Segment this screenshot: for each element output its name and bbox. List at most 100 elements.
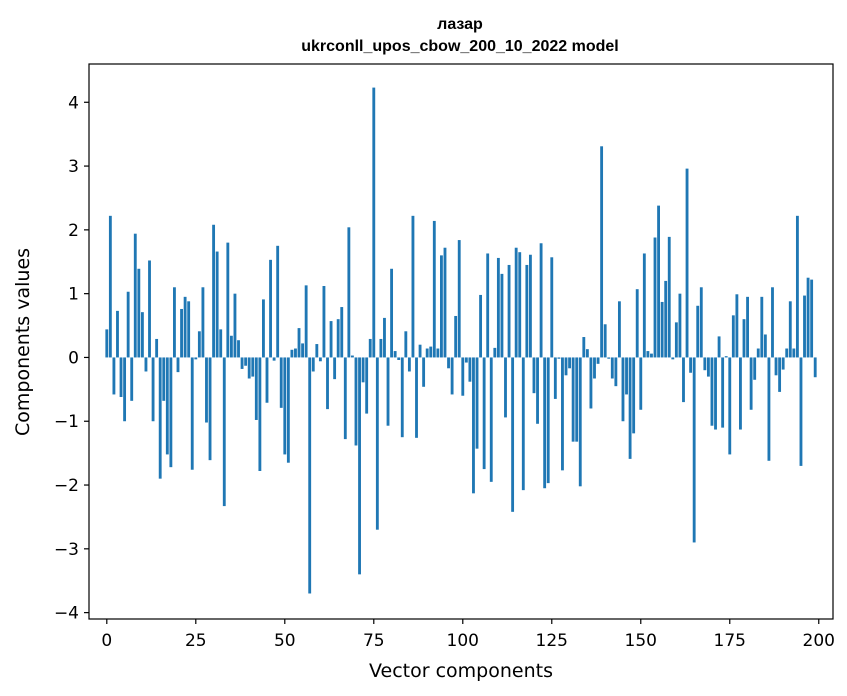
bar-component-162 [682, 357, 685, 403]
bar-component-28 [205, 357, 208, 423]
bar-component-56 [304, 285, 308, 358]
bar-component-174 [724, 356, 728, 358]
bar-component-180 [746, 296, 749, 358]
bar-component-70 [354, 357, 358, 446]
bar-component-43 [258, 357, 262, 471]
bar-component-148 [632, 357, 636, 434]
bar-component-18 [169, 357, 173, 468]
x-tick-label: 175 [714, 631, 746, 651]
bar-component-147 [628, 357, 632, 459]
bar-component-95 [443, 247, 447, 358]
bar-component-105 [479, 294, 483, 358]
x-tick-label: 100 [447, 631, 479, 651]
bar-component-146 [625, 357, 628, 395]
bar-component-1 [108, 215, 112, 358]
bar-component-126 [553, 357, 557, 399]
bar-component-175 [728, 357, 732, 455]
bar-component-163 [685, 168, 689, 358]
bar-component-104 [475, 357, 479, 449]
bar-component-64 [333, 357, 337, 380]
bar-component-54 [297, 328, 301, 358]
bar-component-57 [308, 357, 312, 594]
bar-component-87 [415, 357, 418, 438]
bar-component-78 [383, 317, 386, 358]
bar-component-47 [272, 357, 276, 361]
bar-component-13 [151, 357, 155, 422]
bar-component-99 [457, 240, 461, 358]
bar-component-137 [593, 357, 596, 379]
bar-component-53 [294, 348, 297, 358]
bar-component-197 [806, 277, 810, 358]
bar-component-136 [589, 357, 593, 409]
bar-component-172 [717, 336, 721, 358]
bar-component-168 [703, 357, 707, 371]
y-tick-label: 0 [68, 348, 79, 368]
bar-component-100 [461, 357, 465, 396]
bar-component-75 [372, 87, 376, 358]
bar-component-193 [792, 348, 796, 358]
bar-component-111 [500, 273, 504, 358]
bar-component-93 [436, 348, 440, 358]
bar-component-165 [692, 357, 696, 543]
bar-component-169 [706, 357, 710, 377]
plot-frame [88, 63, 834, 620]
bar-component-121 [536, 357, 539, 424]
y-tick-label: 2 [68, 221, 79, 241]
bar-component-79 [386, 357, 390, 426]
bar-component-98 [454, 315, 458, 358]
bar-component-145 [621, 357, 625, 422]
bar-component-31 [215, 251, 219, 358]
bar-component-159 [671, 357, 675, 360]
bar-component-27 [201, 287, 205, 358]
bar-component-51 [286, 357, 290, 463]
bar-component-20 [176, 357, 180, 373]
bar-component-91 [429, 346, 433, 358]
bar-component-11 [144, 357, 148, 372]
bar-component-185 [763, 334, 767, 358]
bars-group [105, 87, 817, 594]
bar-component-5 [123, 357, 127, 422]
bar-component-39 [244, 357, 248, 366]
bar-component-194 [795, 215, 799, 358]
bar-component-103 [472, 357, 475, 494]
bar-component-108 [489, 357, 493, 482]
bar-component-107 [486, 253, 490, 358]
bar-component-30 [212, 224, 216, 358]
bar-component-86 [411, 215, 415, 358]
chart-subtitle: ukrconll_upos_cbow_200_10_2022 model [301, 38, 618, 55]
bar-component-171 [714, 357, 717, 430]
bar-component-198 [810, 279, 814, 358]
bar-component-92 [432, 220, 436, 358]
bar-component-23 [187, 301, 191, 358]
bar-component-141 [607, 357, 611, 359]
bar-component-125 [550, 257, 554, 358]
bar-component-67 [343, 357, 347, 440]
bar-component-0 [105, 329, 109, 358]
bar-component-189 [778, 357, 782, 392]
bar-component-139 [600, 146, 604, 358]
bar-component-58 [311, 357, 315, 372]
bar-component-191 [785, 348, 789, 358]
bar-component-45 [265, 357, 269, 403]
bar-component-73 [365, 357, 369, 414]
bar-component-83 [400, 357, 404, 438]
bar-component-94 [440, 255, 443, 358]
bar-component-181 [749, 357, 753, 410]
bar-component-164 [689, 357, 693, 373]
bar-component-59 [315, 344, 319, 358]
bar-component-142 [610, 357, 614, 379]
bar-component-42 [254, 357, 258, 420]
chart-title: лазар [437, 16, 483, 33]
bar-component-74 [368, 338, 372, 358]
bar-component-133 [578, 357, 582, 487]
x-tick-label: 200 [803, 631, 835, 651]
bar-component-128 [561, 357, 564, 471]
bar-component-32 [219, 329, 223, 358]
bar-component-10 [140, 312, 144, 358]
bar-component-4 [119, 357, 123, 397]
bar-component-131 [571, 357, 575, 442]
bar-component-46 [269, 259, 272, 358]
bar-component-77 [379, 338, 383, 358]
bar-component-109 [493, 347, 497, 358]
